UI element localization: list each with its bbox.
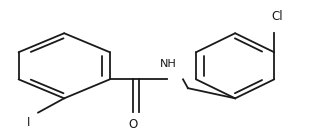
Text: I: I — [27, 116, 30, 129]
Text: O: O — [128, 118, 137, 131]
Text: Cl: Cl — [272, 10, 283, 23]
Text: NH: NH — [160, 59, 177, 69]
